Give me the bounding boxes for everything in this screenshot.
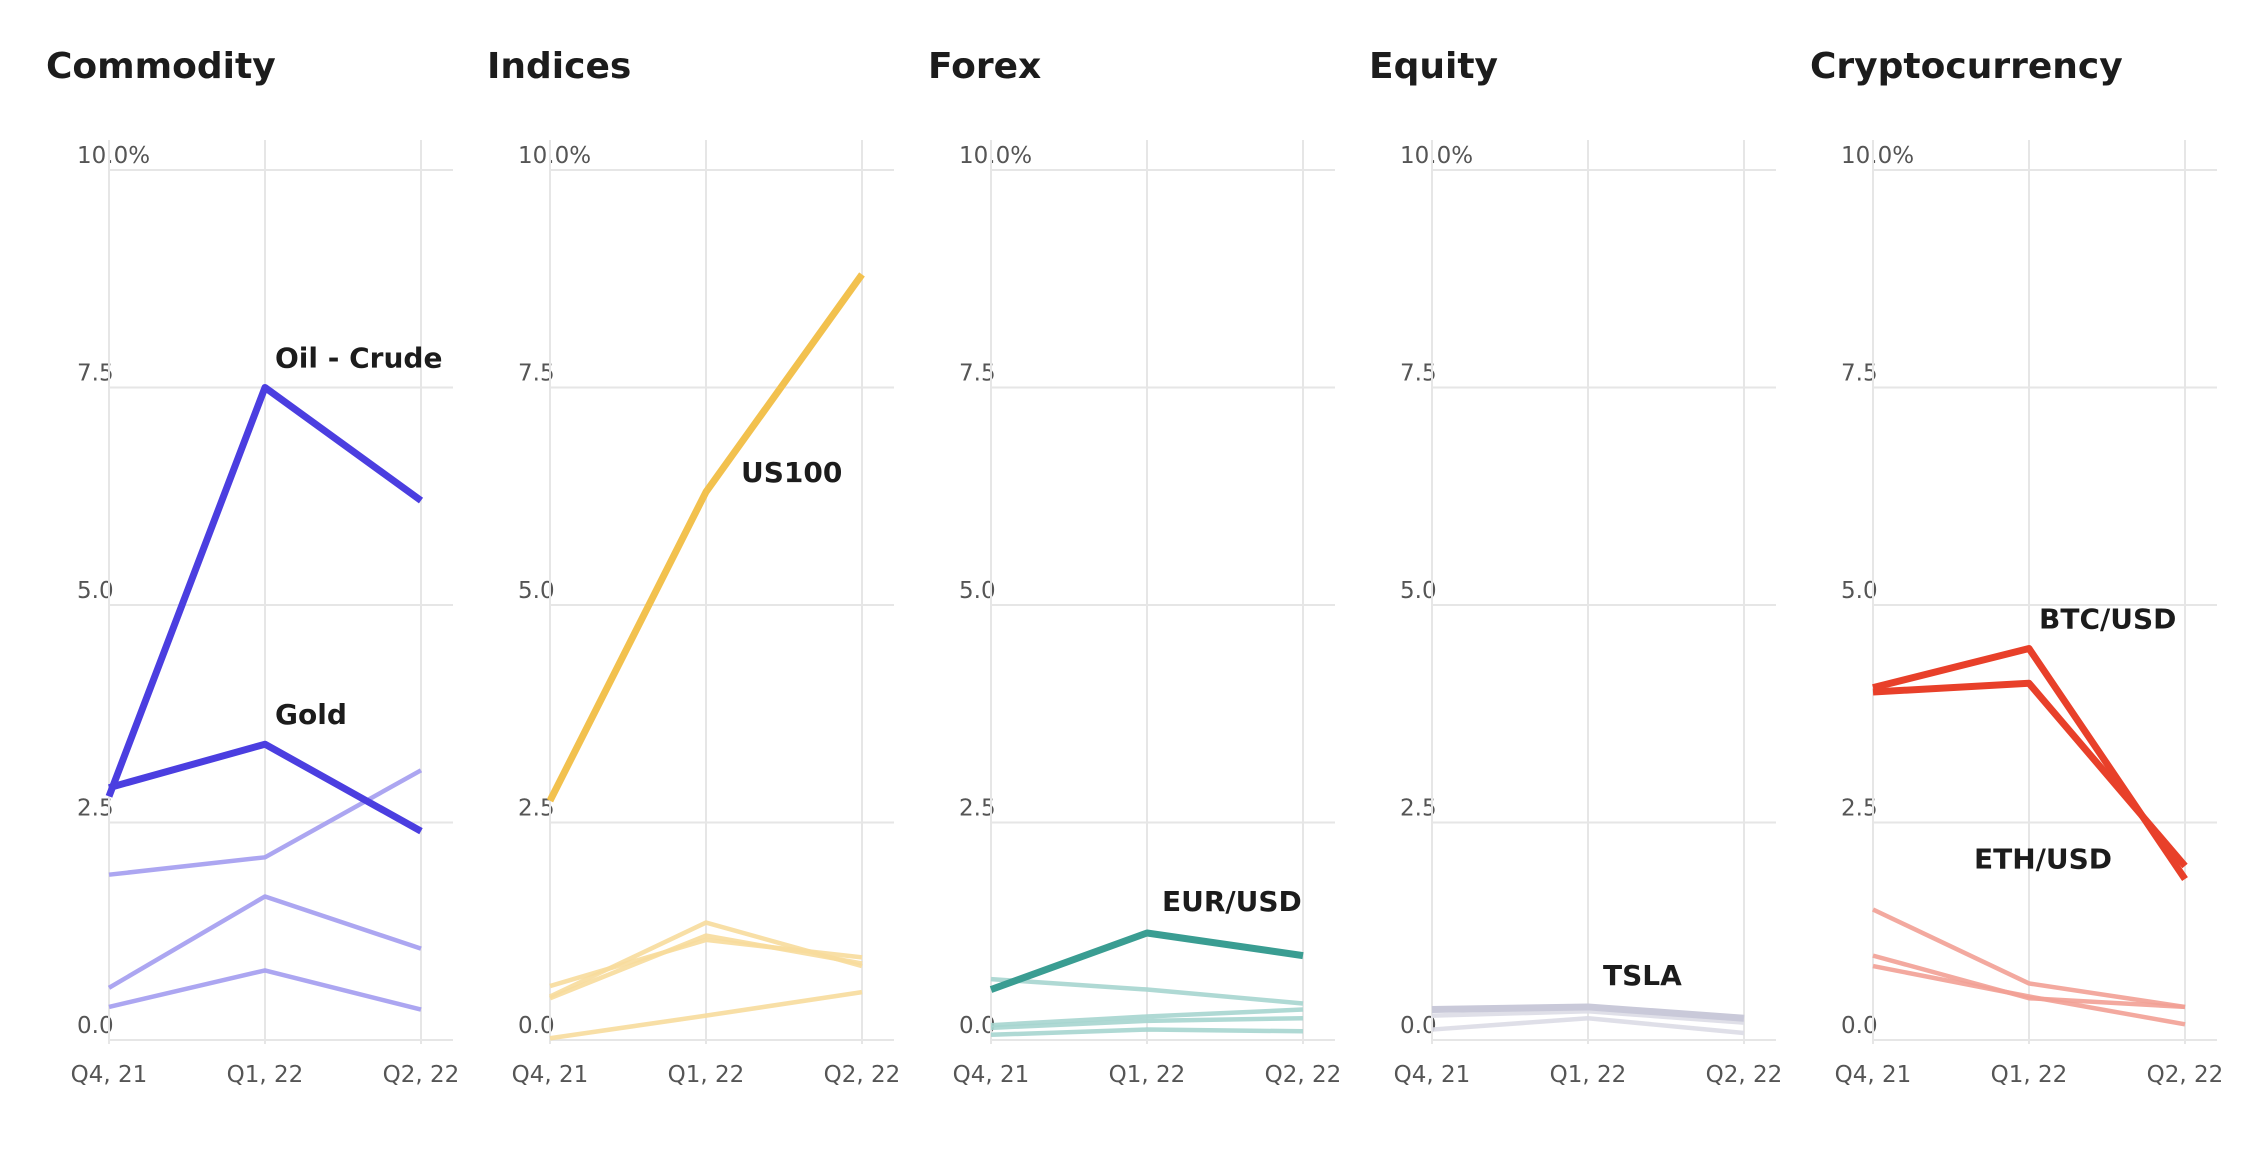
series-label: BTC/USD: [2039, 603, 2176, 636]
x-tick-label: Q1, 22: [1550, 1062, 1627, 1088]
y-tick-label: 10.0%: [1400, 143, 1473, 169]
y-tick-label: 10.0%: [959, 143, 1032, 169]
series-line-secondary: [990, 1007, 1304, 1028]
x-tick-label: Q2, 22: [824, 1062, 901, 1088]
x-tick-label: Q4, 21: [1394, 1062, 1471, 1088]
panel-title: Forex: [928, 46, 1041, 87]
chart-panel-forex: Forex 0.0 2.5 5.0 7.5 10.0% Q4, 21 Q1, 22 Q2, 22…: [928, 46, 1341, 1088]
series-line-highlight: [105, 384, 424, 798]
series-line-highlight: [1872, 679, 2188, 869]
y-tick-label: 5.0: [1400, 578, 1437, 604]
x-tick-label: Q4, 21: [71, 1062, 148, 1088]
series-line-secondary: [1872, 907, 2186, 1010]
x-tick-label: Q2, 22: [2147, 1062, 2224, 1088]
panel-title: Cryptocurrency: [1810, 46, 2123, 87]
series-label: EUR/USD: [1162, 885, 1302, 918]
x-tick-label: Q1, 22: [1991, 1062, 2068, 1088]
y-tick-label: 5.0: [518, 578, 555, 604]
y-tick-label: 0.0: [518, 1013, 555, 1039]
series-label: US100: [741, 456, 842, 489]
series-line-secondary: [1431, 1009, 1745, 1025]
y-tick-label: 10.0%: [1841, 143, 1914, 169]
x-tick-label: Q4, 21: [512, 1062, 589, 1088]
series-line-secondary: [1431, 1016, 1745, 1036]
y-tick-label: 5.0: [1841, 578, 1878, 604]
chart-panel-cryptocurrency: Cryptocurrency 0.0 2.5 5.0 7.5 10.0% Q4, 21 Q1,…: [1810, 46, 2223, 1088]
series-line-highlight: [989, 929, 1304, 993]
series-label: Gold: [275, 698, 347, 731]
y-tick-label: 0.0: [1841, 1013, 1878, 1039]
series-line-highlight: [1431, 1003, 1745, 1022]
y-tick-label: 7.5: [77, 361, 114, 387]
y-tick-label: 0.0: [1400, 1013, 1437, 1039]
series-line-highlight: [108, 740, 423, 835]
y-tick-label: 2.5: [1400, 796, 1437, 822]
series-line-secondary: [107, 894, 422, 990]
y-tick-label: 10.0%: [77, 143, 150, 169]
series-line-secondary: [549, 937, 863, 989]
panel-title: Commodity: [46, 46, 276, 87]
y-tick-label: 5.0: [959, 578, 996, 604]
series-line-secondary: [108, 968, 422, 1012]
series-line-secondary: [990, 976, 1304, 1006]
series-label: TSLA: [1603, 959, 1682, 992]
y-tick-label: 10.0%: [518, 143, 591, 169]
x-tick-label: Q2, 22: [1706, 1062, 1783, 1088]
y-tick-label: 2.5: [77, 796, 114, 822]
series-label: ETH/USD: [1974, 842, 2112, 875]
y-tick-label: 5.0: [77, 578, 114, 604]
y-tick-label: 7.5: [518, 361, 555, 387]
chart-panel-commodity: Commodity 0.0 2.5 5.0 7.5 10.0% Q4, 21 Q1, 22 Q2…: [46, 46, 459, 1088]
series-line-secondary: [549, 989, 863, 1041]
y-tick-label: 2.5: [959, 796, 996, 822]
x-tick-label: Q2, 22: [383, 1062, 460, 1088]
x-tick-label: Q1, 22: [227, 1062, 304, 1088]
x-tick-label: Q2, 22: [1265, 1062, 1342, 1088]
panel-title: Equity: [1369, 46, 1498, 87]
panel-title: Indices: [487, 46, 631, 87]
series-line-secondary: [549, 933, 863, 1001]
y-tick-label: 2.5: [1841, 796, 1878, 822]
x-tick-label: Q4, 21: [953, 1062, 1030, 1088]
series-line-secondary: [1872, 963, 2186, 1027]
x-tick-label: Q1, 22: [1109, 1062, 1186, 1088]
y-tick-label: 0.0: [959, 1013, 996, 1039]
chart-panel-equity: Equity 0.0 2.5 5.0 7.5 10.0% Q4, 21 Q1, 22 Q2, 2…: [1369, 46, 1782, 1088]
y-tick-label: 7.5: [959, 361, 996, 387]
series-label: Oil - Crude: [275, 342, 442, 375]
y-tick-label: 7.5: [1400, 361, 1437, 387]
x-tick-label: Q1, 22: [668, 1062, 745, 1088]
series-line-secondary: [990, 1027, 1304, 1038]
series-line-highlight: [546, 272, 865, 803]
y-tick-label: 0.0: [77, 1013, 114, 1039]
x-tick-label: Q4, 21: [1835, 1062, 1912, 1088]
y-tick-label: 7.5: [1841, 361, 1878, 387]
series-line-secondary: [990, 1016, 1304, 1031]
